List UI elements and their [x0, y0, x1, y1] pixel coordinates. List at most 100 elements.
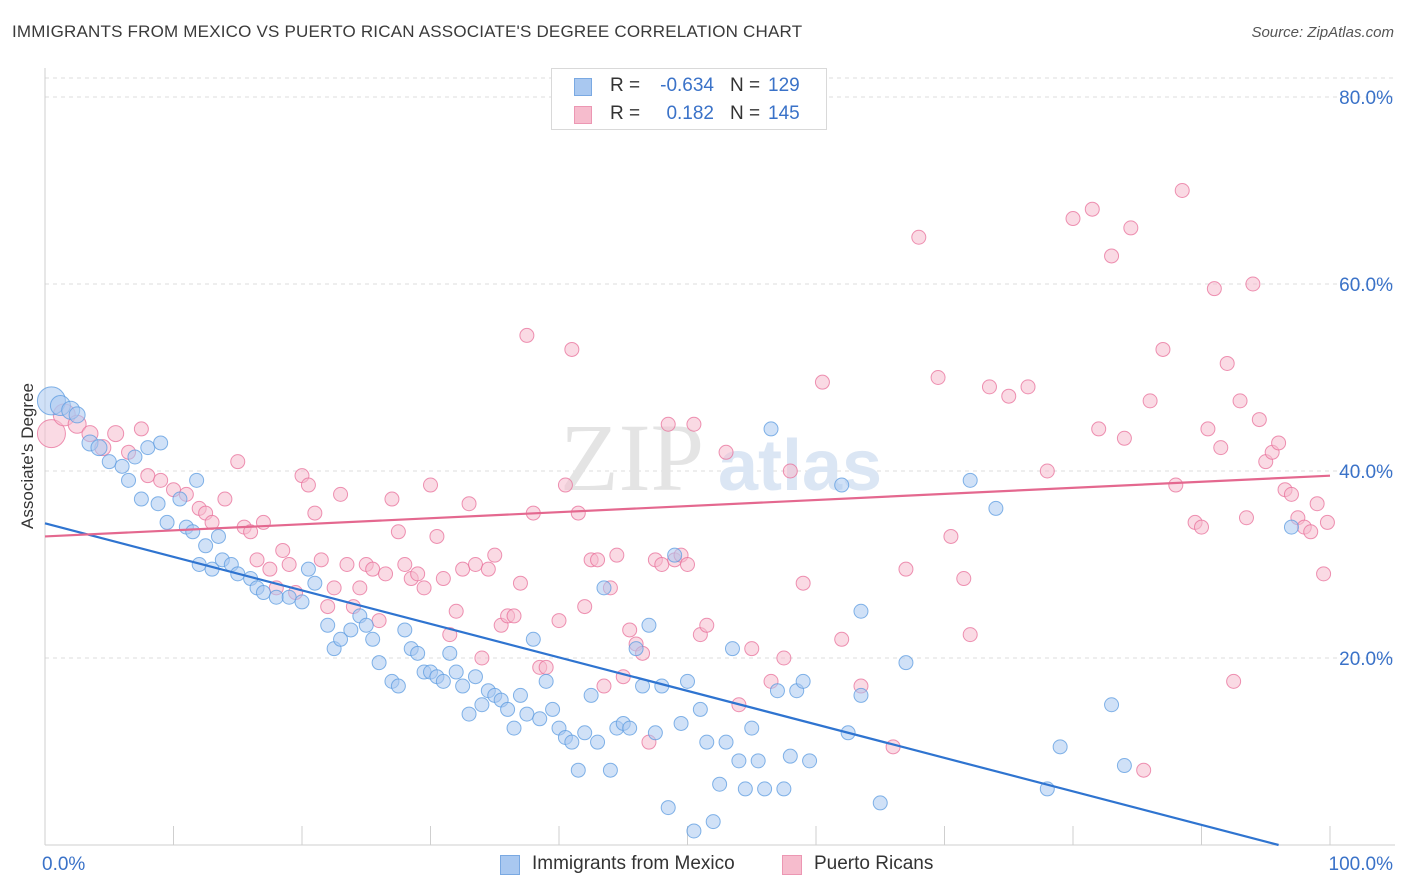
- y-tick-label: 80.0%: [1339, 88, 1393, 109]
- data-point-puerto-ricans: [506, 608, 522, 624]
- data-point-puerto-ricans: [275, 542, 291, 558]
- data-point-puerto-ricans: [943, 528, 959, 544]
- data-point-puerto-ricans: [686, 416, 702, 432]
- data-point-mexico: [731, 753, 747, 769]
- data-point-mexico: [185, 524, 201, 540]
- data-point-mexico: [564, 734, 580, 750]
- data-point-mexico: [390, 678, 406, 694]
- data-point-puerto-ricans: [1136, 762, 1152, 778]
- data-point-mexico: [189, 472, 205, 488]
- data-point-puerto-ricans: [435, 571, 451, 587]
- data-point-mexico: [461, 706, 477, 722]
- n-label: N =: [730, 75, 761, 96]
- axes: [44, 68, 1395, 846]
- r-value: -0.634: [660, 75, 714, 96]
- data-point-puerto-ricans: [654, 557, 670, 572]
- data-point-mexico: [435, 673, 451, 689]
- chart-title: IMMIGRANTS FROM MEXICO VS PUERTO RICAN A…: [12, 22, 803, 41]
- n-value: 129: [768, 75, 800, 96]
- data-point-mexico: [1283, 519, 1299, 535]
- data-point-puerto-ricans: [1316, 566, 1332, 582]
- data-point-mexico: [268, 589, 284, 605]
- data-point-puerto-ricans: [590, 552, 606, 568]
- watermark-zip: ZIP: [560, 404, 704, 511]
- data-point-mexico: [1116, 758, 1132, 774]
- series-puerto-ricans: [36, 183, 1335, 778]
- data-point-puerto-ricans: [217, 491, 233, 507]
- data-point-puerto-ricans: [1251, 412, 1267, 428]
- data-point-mexico: [667, 547, 683, 563]
- data-point-mexico: [1104, 697, 1120, 713]
- data-point-mexico: [150, 496, 166, 512]
- data-point-mexico: [512, 687, 528, 703]
- data-point-puerto-ricans: [1001, 388, 1017, 404]
- data-point-mexico: [577, 725, 593, 741]
- data-point-mexico: [90, 439, 108, 457]
- data-point-puerto-ricans: [416, 580, 432, 596]
- data-point-mexico: [570, 762, 586, 778]
- legend-swatch-mexico: [500, 855, 520, 875]
- data-point-mexico: [397, 622, 413, 638]
- data-point-puerto-ricans: [1232, 393, 1248, 409]
- data-point-mexico: [622, 720, 638, 736]
- data-point-puerto-ricans: [474, 650, 490, 666]
- y-tick-label: 40.0%: [1339, 462, 1393, 483]
- data-point-mexico: [660, 800, 676, 816]
- data-point-puerto-ricans: [776, 650, 792, 666]
- data-point-puerto-ricans: [1206, 281, 1222, 297]
- data-point-puerto-ricans: [1174, 183, 1190, 198]
- data-point-puerto-ricans: [512, 575, 528, 591]
- data-point-puerto-ricans: [1091, 421, 1107, 437]
- data-point-puerto-ricans: [1020, 379, 1036, 395]
- data-point-puerto-ricans: [339, 557, 355, 572]
- data-point-mexico: [114, 458, 130, 474]
- data-point-mexico: [467, 669, 483, 685]
- data-point-puerto-ricans: [519, 327, 535, 343]
- swatch-mexico: [574, 78, 592, 96]
- data-point-puerto-ricans: [365, 561, 381, 577]
- data-point-puerto-ricans: [410, 566, 426, 582]
- swatch-puerto-ricans: [574, 106, 592, 124]
- data-point-mexico: [455, 678, 471, 694]
- data-point-mexico: [133, 491, 149, 507]
- data-point-mexico: [343, 622, 359, 638]
- data-point-puerto-ricans: [480, 561, 496, 577]
- data-point-mexico: [153, 435, 169, 451]
- data-point-puerto-ricans: [596, 678, 612, 694]
- data-point-puerto-ricans: [609, 547, 625, 563]
- data-point-puerto-ricans: [455, 561, 471, 577]
- data-point-puerto-ricans: [718, 444, 734, 460]
- data-point-mexico: [898, 655, 914, 671]
- data-point-puerto-ricans: [911, 229, 927, 245]
- data-point-mexico: [641, 617, 657, 633]
- data-point-puerto-ricans: [262, 561, 278, 577]
- data-point-mexico: [673, 715, 689, 731]
- data-point-puerto-ricans: [1226, 673, 1242, 689]
- data-point-mexico: [281, 589, 297, 605]
- data-point-puerto-ricans: [397, 557, 413, 572]
- n-label: N =: [730, 103, 761, 124]
- data-point-puerto-ricans: [1194, 519, 1209, 535]
- data-point-mexico: [474, 697, 490, 713]
- data-point-mexico: [686, 823, 702, 839]
- source-label: Source: ZipAtlas.com: [1251, 24, 1394, 41]
- data-point-puerto-ricans: [898, 561, 914, 577]
- tick-labels: 20.0% 40.0% 60.0% 80.0% 0.0% 100.0%: [42, 88, 1393, 875]
- data-point-mexico: [365, 631, 381, 647]
- data-point-mexico: [724, 641, 740, 657]
- data-point-puerto-ricans: [1084, 201, 1100, 217]
- stats-row-mexico: R = -0.634 N = 129: [552, 72, 826, 100]
- data-point-mexico: [500, 701, 516, 717]
- data-point-puerto-ricans: [1065, 211, 1081, 227]
- data-point-puerto-ricans: [300, 477, 316, 493]
- data-point-mexico: [647, 725, 663, 741]
- data-point-mexico: [300, 561, 316, 577]
- data-point-mexico: [532, 711, 548, 727]
- data-point-mexico: [140, 440, 156, 456]
- data-point-mexico: [628, 641, 644, 657]
- legend-swatch-puerto-ricans: [782, 855, 802, 875]
- data-point-puerto-ricans: [538, 659, 554, 675]
- watermark: ZIP atlas: [560, 404, 882, 511]
- data-point-mexico: [590, 734, 606, 750]
- data-point-puerto-ricans: [467, 557, 483, 572]
